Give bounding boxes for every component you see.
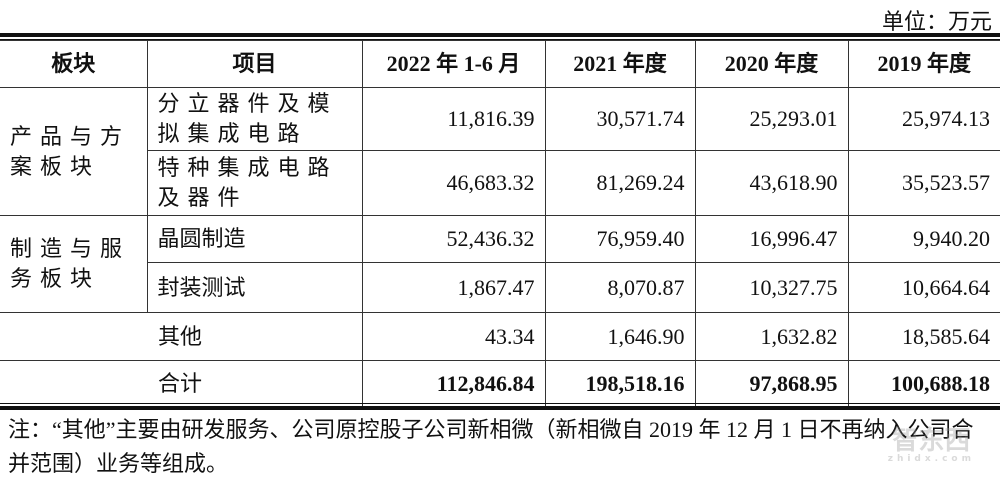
value-cell: 52,436.32: [361, 215, 546, 263]
header-2022h1: 2022 年 1-6 月: [361, 40, 546, 88]
value-cell: 11,816.39: [361, 87, 546, 151]
item-cell: 晶圆制造: [146, 215, 363, 263]
value-cell: 198,518.16: [544, 360, 696, 407]
watermark-logo: 智东西 zhidx.com: [888, 428, 975, 464]
watermark-url: zhidx.com: [887, 454, 975, 464]
item-cell: 合计: [0, 360, 363, 407]
value-cell: 10,327.75: [694, 262, 849, 313]
header-row: 板块 项目 2022 年 1-6 月 2021 年度 2020 年度 2019 …: [0, 40, 1000, 88]
table-row-other: 其他 43.34 1,646.90 1,632.82 18,585.64: [0, 312, 1000, 361]
value-cell: 76,959.40: [544, 215, 696, 263]
table-bottom-rule-thin: [0, 403, 1000, 404]
value-cell: 43,618.90: [694, 150, 849, 216]
value-cell: 25,293.01: [694, 87, 849, 151]
value-cell: 1,867.47: [361, 262, 546, 313]
revenue-table: 板块 项目 2022 年 1-6 月 2021 年度 2020 年度 2019 …: [0, 40, 1000, 407]
value-cell: 10,664.64: [847, 262, 1000, 313]
value-cell: 46,683.32: [361, 150, 546, 216]
table-row: 特种集成电路及器件 46,683.32 81,269.24 43,618.90 …: [0, 150, 1000, 216]
table-bottom-rule: [0, 406, 1000, 410]
value-cell: 30,571.74: [544, 87, 696, 151]
unit-label: 单位：万元: [881, 9, 992, 34]
value-cell: 1,646.90: [544, 312, 696, 361]
value-cell: 100,688.18: [847, 360, 1000, 407]
item-cell: 特种集成电路及器件: [147, 150, 363, 216]
value-cell: 1,632.82: [694, 312, 849, 361]
segment-cell: 产品与方案板块: [0, 87, 148, 216]
value-cell: 16,996.47: [694, 215, 849, 263]
header-2019: 2019 年度: [847, 40, 1000, 88]
value-cell: 35,523.57: [847, 150, 1000, 216]
header-segment: 板块: [0, 40, 148, 88]
table-top-rule-thin: [0, 39, 1000, 40]
table-row: 封装测试 1,867.47 8,070.87 10,327.75 10,664.…: [0, 262, 1000, 313]
item-cell: 封装测试: [147, 262, 363, 313]
value-cell: 18,585.64: [847, 312, 1000, 361]
header-2021: 2021 年度: [544, 40, 696, 88]
table-top-rule: [0, 33, 1000, 37]
item-cell: 其他: [0, 312, 363, 361]
header-2020: 2020 年度: [694, 40, 849, 88]
table-row: 制造与服务板块 晶圆制造 52,436.32 76,959.40 16,996.…: [0, 215, 1000, 313]
segment-cell: 制造与服务板块: [0, 215, 148, 313]
value-cell: 97,868.95: [694, 360, 849, 407]
item-cell: 分立器件及模拟集成电路: [146, 87, 363, 151]
header-item: 项目: [146, 40, 363, 88]
value-cell: 8,070.87: [544, 262, 696, 313]
table-row-total: 合计 112,846.84 198,518.16 97,868.95 100,6…: [0, 360, 1000, 407]
watermark-text: 智东西: [892, 426, 971, 456]
footnote: 注：“其他”主要由研发服务、公司原控股子公司新相微（新相微自 2019 年 12…: [8, 417, 974, 476]
value-cell: 81,269.24: [544, 150, 696, 216]
value-cell: 112,846.84: [361, 360, 546, 407]
table-row: 产品与方案板块 分立器件及模拟集成电路 11,816.39 30,571.74 …: [0, 87, 1000, 216]
value-cell: 25,974.13: [847, 87, 1000, 151]
value-cell: 9,940.20: [847, 215, 1000, 263]
value-cell: 43.34: [361, 312, 546, 361]
